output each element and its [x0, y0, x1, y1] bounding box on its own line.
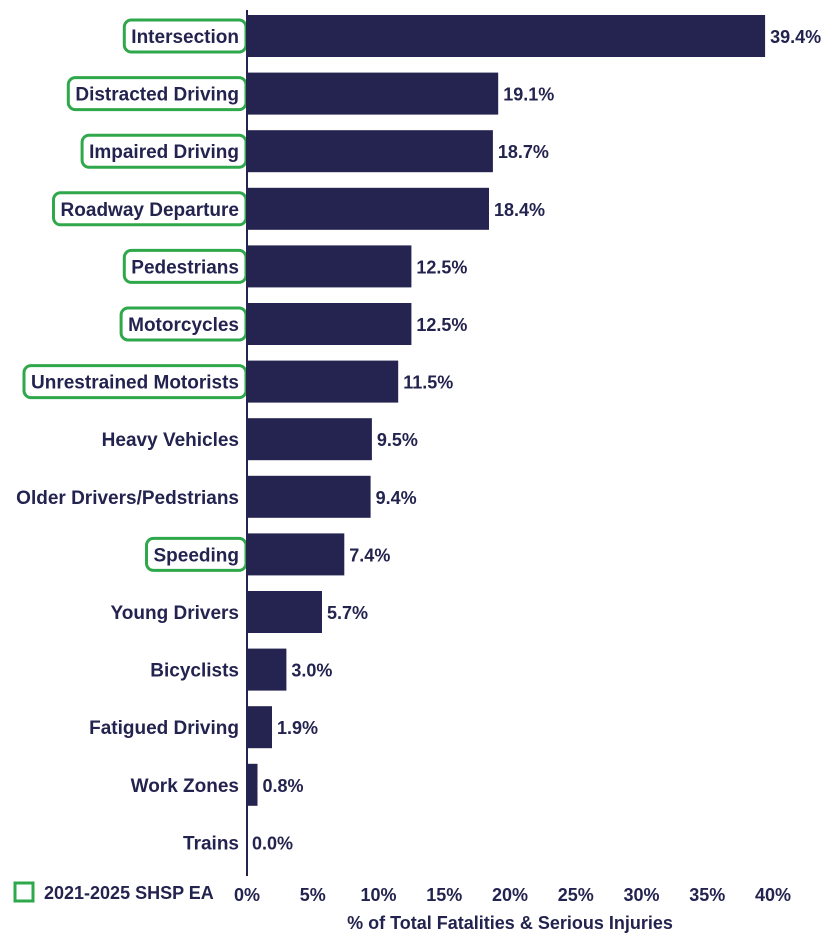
category-label: Fatigued Driving	[89, 718, 239, 739]
value-label: 5.7%	[327, 603, 368, 623]
value-label: 39.4%	[770, 27, 821, 47]
value-label: 9.4%	[376, 488, 417, 508]
bar	[247, 763, 258, 806]
category-labels-layer: Intersection Distracted Driving Impaired D…	[16, 18, 248, 854]
x-axis-title: % of Total Fatalities & Serious Injuries	[347, 913, 673, 933]
x-tick-label: 20%	[492, 885, 528, 905]
legend-swatch	[13, 881, 35, 903]
bar	[247, 533, 345, 576]
value-label: 0.8%	[263, 776, 304, 796]
x-axis-ticks-layer: 0% 5% 10% 15% 20% 25% 30% 35% 40%	[234, 885, 791, 905]
x-tick-label: 0%	[234, 885, 260, 905]
bar	[247, 418, 372, 461]
category-label: Bicyclists	[150, 661, 239, 682]
category-label: Intersection	[131, 27, 239, 48]
x-tick-label: 35%	[689, 885, 725, 905]
bar	[247, 15, 766, 57]
value-label: 18.7%	[498, 142, 549, 162]
value-label: 3.0%	[291, 661, 332, 681]
value-label: 19.1%	[503, 85, 554, 105]
bar	[247, 72, 499, 115]
category-label: Motorcycles	[128, 315, 239, 336]
x-tick-label: 40%	[755, 885, 791, 905]
value-label: 7.4%	[349, 545, 390, 565]
category-label: Unrestrained Motorists	[31, 373, 239, 394]
legend: 2021-2025 SHSP EA	[13, 881, 214, 903]
category-label: Speeding	[153, 545, 239, 566]
bar	[247, 475, 371, 518]
value-labels-layer: 39.4% 19.1% 18.7% 18.4% 12.5% 12.5% 11.5% 9.5% 9…	[252, 27, 821, 853]
category-label: Heavy Vehicles	[102, 430, 239, 451]
bar	[247, 706, 272, 749]
value-label: 9.5%	[377, 430, 418, 450]
bar	[247, 591, 322, 633]
value-label: 0.0%	[252, 833, 293, 853]
bar	[247, 245, 412, 288]
value-label: 12.5%	[416, 315, 467, 335]
x-tick-label: 15%	[426, 885, 462, 905]
bar	[247, 303, 412, 345]
bar	[247, 360, 399, 403]
bar	[247, 648, 287, 691]
legend-label: 2021-2025 SHSP EA	[44, 883, 214, 903]
bar	[247, 130, 493, 173]
value-label: 1.9%	[277, 718, 318, 738]
category-label: Trains	[183, 833, 239, 854]
category-label: Pedestrians	[131, 257, 239, 278]
category-label: Roadway Departure	[61, 200, 239, 221]
value-label: 11.5%	[403, 373, 453, 393]
bars-layer	[247, 15, 766, 806]
x-tick-label: 25%	[558, 885, 594, 905]
category-label: Work Zones	[131, 776, 239, 797]
category-label: Older Drivers/Pedstrians	[16, 488, 239, 509]
x-tick-label: 10%	[360, 885, 396, 905]
category-label: Distracted Driving	[75, 85, 239, 106]
value-label: 18.4%	[494, 200, 545, 220]
bar	[247, 187, 489, 230]
x-tick-label: 30%	[623, 885, 659, 905]
x-tick-label: 5%	[300, 885, 326, 905]
value-label: 12.5%	[416, 257, 467, 277]
category-label: Impaired Driving	[89, 142, 239, 163]
category-label: Young Drivers	[111, 603, 239, 624]
